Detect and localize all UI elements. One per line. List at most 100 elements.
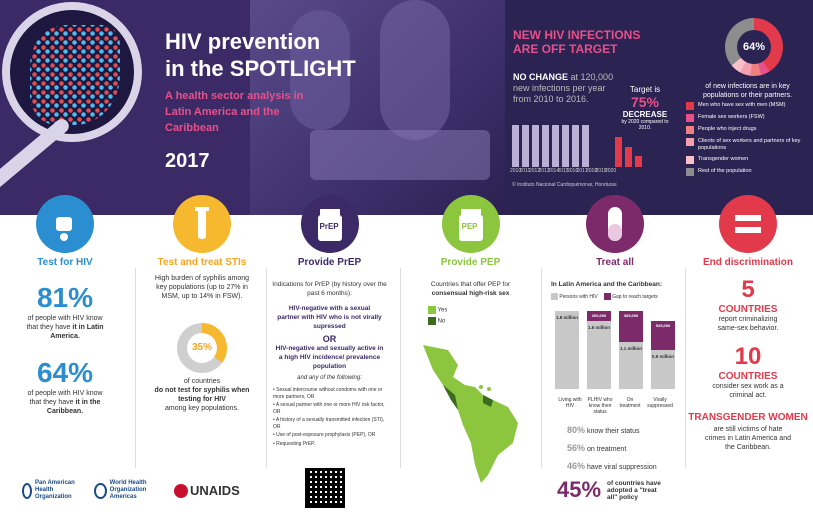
bar-2011	[522, 125, 529, 167]
prep-bullets: • Sexual intercourse without condoms wit…	[267, 387, 392, 447]
cascade-gap	[619, 311, 643, 342]
year-tick: 2014	[548, 168, 560, 174]
donut-legend: Men who have sex with men (MSM) Female se…	[686, 102, 811, 180]
year-tick: 2016	[567, 168, 579, 174]
transgender-title: TRANSGENDER WOMEN	[688, 412, 808, 423]
prep-bullet: • Sexual intercourse without condoms wit…	[273, 387, 383, 400]
who-emblem-icon	[94, 482, 107, 499]
prep-bullet: • A history of a sexually transmitted in…	[273, 417, 385, 430]
legend-label: Transgender women	[698, 156, 749, 162]
discrimination-title: End discrimination	[702, 257, 793, 268]
legend-swatch	[686, 138, 694, 146]
cascade-label: Virally suppressed	[647, 397, 673, 409]
cascade-bar	[619, 342, 643, 389]
capsule-icon	[586, 195, 644, 253]
syringe-icon	[173, 195, 231, 253]
cascade-gap	[587, 311, 611, 321]
syphilis-donut: 35%	[177, 323, 227, 373]
prep-intro: Indications for PrEP (by history over th…	[272, 281, 387, 297]
cascade-bar	[651, 350, 675, 389]
year-tick: 2010	[510, 168, 522, 174]
year-tick: 2015	[557, 168, 569, 174]
divider	[685, 268, 686, 468]
treat-region: In Latin America and the Caribbean:	[551, 281, 663, 288]
treat-title: Treat all	[596, 257, 634, 268]
legend-swatch	[686, 156, 694, 164]
prep-bullet: • Use of post-exposure prophylaxis (PEP)…	[273, 432, 376, 438]
criminalize-text: report criminalizing same-sex behavior.	[717, 316, 779, 332]
hiv-known-latam-pct: 81%	[36, 282, 94, 313]
cascade-label: Living with HIV	[558, 397, 582, 409]
legend-label: Clients of sex workers and partners of k…	[698, 138, 801, 151]
hiv-known-latam-text: of people with HIV know that they have i…	[26, 315, 104, 340]
prep-criterion-1: HIV-negative with a sexual partner with …	[277, 305, 382, 330]
target-box: Target is 75% DECREASE by 2020 compared …	[621, 85, 669, 131]
treat-column: Treat all In Latin America and the Carib…	[545, 195, 685, 503]
footer-logos: Pan American Health Organization World H…	[22, 480, 240, 501]
who-logo: World Health Organization Americas	[94, 480, 164, 501]
bar-2015	[562, 125, 569, 167]
divider	[541, 268, 542, 468]
cascade-gap-value: 200,000	[592, 313, 607, 318]
cascade-gap-value: 525,000	[656, 323, 671, 328]
bar-2018	[615, 137, 622, 167]
unaids-ribbon-icon	[174, 483, 188, 498]
bar-2014	[552, 125, 559, 167]
legend-swatch	[686, 126, 694, 134]
cascade-bar	[587, 321, 611, 389]
year-axis: 2010201120122013201420152016201720182019…	[510, 168, 616, 174]
page-year: 2017	[165, 150, 210, 172]
legend-item: Rest of the population	[686, 168, 811, 176]
prep-any: and any of the following:	[297, 375, 362, 381]
bar-2016	[572, 125, 579, 167]
year-tick: 2012	[529, 168, 541, 174]
banner-photo	[250, 0, 520, 215]
legend-label: Men who have sex with men (MSM)	[698, 102, 786, 108]
legend-item: Men who have sex with men (MSM)	[686, 102, 811, 110]
pep-text: Countries that offer PEP for consensual …	[430, 281, 511, 297]
test-tube-icon	[36, 195, 94, 253]
page-subtitle: A health sector analysis in Latin Americ…	[165, 90, 304, 134]
divider	[266, 268, 267, 468]
legend-label: People who inject drugs	[698, 126, 757, 132]
transgender-text: are still victims of hate crimes in Lati…	[705, 426, 791, 451]
bar-2020	[635, 156, 642, 167]
test-sti-title: Test and treat STIs	[157, 257, 247, 268]
prep-pill-bottle-icon: PrEP	[300, 195, 359, 253]
year-tick: 2019	[595, 168, 607, 174]
prep-or: OR	[322, 334, 337, 344]
legend-label: Female sex workers (FSW)	[698, 114, 765, 120]
prep-criterion-2: HIV-negative and sexually active in a hi…	[275, 345, 384, 370]
cascade-bar	[555, 311, 579, 389]
cascade-bar-value: 1.6 million	[588, 325, 610, 330]
prep-bullet: • A sexual partner with one or more HIV …	[273, 402, 385, 415]
bar-2019	[625, 147, 632, 167]
legend-item: Transgender women	[686, 156, 811, 164]
qr-code[interactable]	[305, 468, 345, 508]
sex-work-text: consider sex work as a criminal act.	[712, 383, 784, 399]
cascade-label: On treatment	[619, 397, 641, 409]
cascade-bar-value: 1.8 million	[556, 315, 578, 320]
test-hiv-column: Test for HIV 81% of people with HIV know…	[0, 195, 130, 416]
year-tick: 2013	[538, 168, 550, 174]
pep-legend: Yes No	[428, 306, 538, 325]
infections-bar-chart	[512, 122, 652, 167]
page-title: HIV prevention in the SPOTLIGHT	[165, 29, 356, 81]
unaids-logo: UNAIDS	[174, 483, 240, 498]
year-tick: 2011	[519, 168, 531, 174]
legend-label: Rest of the population	[698, 168, 752, 174]
infections-headline: NEW HIV INFECTIONS ARE OFF TARGET	[513, 28, 641, 56]
test-sti-column: Test and treat STIs High burden of syphi…	[137, 195, 267, 413]
cascade-bar-value: 1.1 million	[620, 346, 642, 351]
legend-item: People who inject drugs	[686, 126, 811, 134]
divider	[400, 268, 401, 468]
syphilis-testing-text: of countries do not test for syphilis wh…	[154, 378, 250, 412]
legend-item: Clients of sex workers and partners of k…	[686, 138, 811, 152]
sex-work-count: 10	[734, 343, 762, 370]
criminalize-count: 5	[741, 276, 755, 303]
donut-caption: of new infections are in key populations…	[702, 83, 793, 99]
hiv-known-caribbean-text: of people with HIV know that they have i…	[27, 390, 103, 415]
legend-swatch	[686, 102, 694, 110]
discrimination-column: End discrimination 5 COUNTRIES report cr…	[688, 195, 808, 452]
bar-2012	[532, 125, 539, 167]
